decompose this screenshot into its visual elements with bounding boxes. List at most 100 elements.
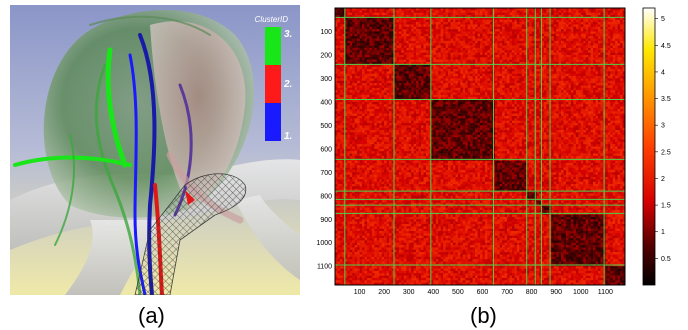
matrix-cell bbox=[607, 94, 611, 98]
matrix-cell bbox=[418, 12, 422, 16]
matrix-cell bbox=[371, 85, 375, 89]
matrix-cell bbox=[425, 85, 429, 89]
matrix-cell bbox=[455, 24, 459, 28]
matrix-cell bbox=[595, 50, 599, 53]
matrix-cell bbox=[570, 66, 574, 70]
matrix-cell bbox=[556, 57, 559, 60]
matrix-cell bbox=[445, 33, 449, 37]
matrix-cell bbox=[371, 61, 375, 65]
matrix-cell bbox=[600, 10, 604, 13]
matrix-cell bbox=[344, 92, 348, 96]
matrix-cell bbox=[590, 8, 594, 11]
matrix-cell bbox=[600, 66, 604, 70]
matrix-cell bbox=[401, 104, 405, 107]
matrix-cell bbox=[411, 22, 414, 25]
matrix-cell bbox=[344, 80, 348, 84]
matrix-cell bbox=[366, 99, 370, 103]
matrix-cell bbox=[443, 29, 446, 32]
matrix-cell bbox=[337, 26, 341, 30]
matrix-cell bbox=[401, 40, 405, 44]
matrix-cell bbox=[440, 59, 444, 63]
matrix-cell bbox=[470, 92, 473, 96]
matrix-cell bbox=[406, 57, 410, 60]
matrix-cell bbox=[433, 26, 437, 30]
matrix-cell bbox=[452, 85, 456, 89]
matrix-cell bbox=[433, 94, 437, 98]
matrix-cell bbox=[445, 80, 449, 84]
matrix-cell bbox=[570, 97, 574, 100]
matrix-cell bbox=[460, 64, 464, 67]
matrix-cell bbox=[475, 45, 478, 49]
matrix-cell bbox=[401, 87, 405, 91]
matrix-cell bbox=[487, 104, 491, 107]
matrix-cell bbox=[347, 71, 351, 75]
matrix-cell bbox=[425, 54, 429, 58]
matrix-cell bbox=[504, 19, 508, 23]
matrix-cell bbox=[511, 97, 515, 100]
matrix-cell bbox=[425, 24, 429, 28]
matrix-cell bbox=[615, 76, 618, 79]
matrix-cell bbox=[349, 12, 353, 16]
matrix-cell bbox=[507, 36, 510, 39]
matrix-cell bbox=[585, 45, 589, 49]
matrix-cell bbox=[408, 45, 412, 49]
matrix-cell bbox=[585, 36, 589, 39]
matrix-cell bbox=[597, 33, 601, 37]
matrix-cell bbox=[406, 94, 410, 98]
matrix-cell bbox=[590, 69, 594, 72]
matrix-cell bbox=[440, 64, 444, 67]
matrix-cell bbox=[575, 73, 579, 77]
matrix-cell bbox=[440, 92, 444, 96]
matrix-cell bbox=[610, 38, 614, 42]
matrix-cell bbox=[482, 69, 486, 72]
matrix-cell bbox=[526, 8, 530, 11]
matrix-cell bbox=[416, 76, 419, 79]
matrix-cell bbox=[502, 94, 505, 98]
matrix-cell bbox=[593, 61, 596, 65]
matrix-cell bbox=[423, 59, 427, 63]
matrix-cell bbox=[580, 43, 584, 46]
matrix-cell bbox=[561, 10, 564, 13]
matrix-cell bbox=[450, 19, 454, 23]
matrix-cell bbox=[398, 61, 402, 65]
matrix-cell bbox=[605, 57, 609, 60]
matrix-cell bbox=[423, 29, 427, 32]
matrix-cell bbox=[499, 50, 503, 53]
matrix-cell bbox=[418, 57, 422, 60]
matrix-cell bbox=[521, 104, 525, 107]
matrix-cell bbox=[428, 80, 432, 84]
matrix-cell bbox=[413, 24, 417, 28]
matrix-cell bbox=[546, 17, 550, 21]
matrix-cell bbox=[440, 43, 444, 46]
matrix-cell bbox=[393, 24, 397, 28]
matrix-cell bbox=[344, 10, 348, 13]
matrix-cell bbox=[588, 12, 591, 16]
matrix-cell bbox=[339, 17, 343, 21]
matrix-cell bbox=[573, 76, 577, 79]
matrix-cell bbox=[398, 31, 402, 35]
matrix-cell bbox=[362, 94, 365, 98]
matrix-cell bbox=[620, 73, 623, 77]
matrix-cell bbox=[499, 71, 503, 75]
matrix-cell bbox=[460, 101, 464, 105]
matrix-cell bbox=[408, 36, 412, 39]
matrix-cell bbox=[371, 33, 375, 37]
matrix-cell bbox=[371, 78, 375, 82]
matrix-cell bbox=[480, 64, 483, 67]
matrix-cell bbox=[354, 22, 358, 25]
matrix-cell bbox=[460, 12, 464, 16]
matrix-cell bbox=[502, 87, 505, 91]
matrix-cell bbox=[620, 8, 623, 11]
matrix-cell bbox=[607, 78, 611, 82]
matrix-cell bbox=[590, 43, 594, 46]
matrix-cell bbox=[561, 24, 564, 28]
matrix-cell bbox=[418, 99, 422, 103]
matrix-cell bbox=[416, 47, 419, 51]
matrix-cell bbox=[590, 78, 594, 82]
matrix-cell bbox=[622, 31, 626, 35]
matrix-cell bbox=[374, 59, 378, 63]
matrix-cell bbox=[337, 10, 341, 13]
matrix-cell bbox=[337, 106, 341, 110]
matrix-cell bbox=[497, 83, 500, 86]
matrix-cell bbox=[374, 15, 378, 18]
